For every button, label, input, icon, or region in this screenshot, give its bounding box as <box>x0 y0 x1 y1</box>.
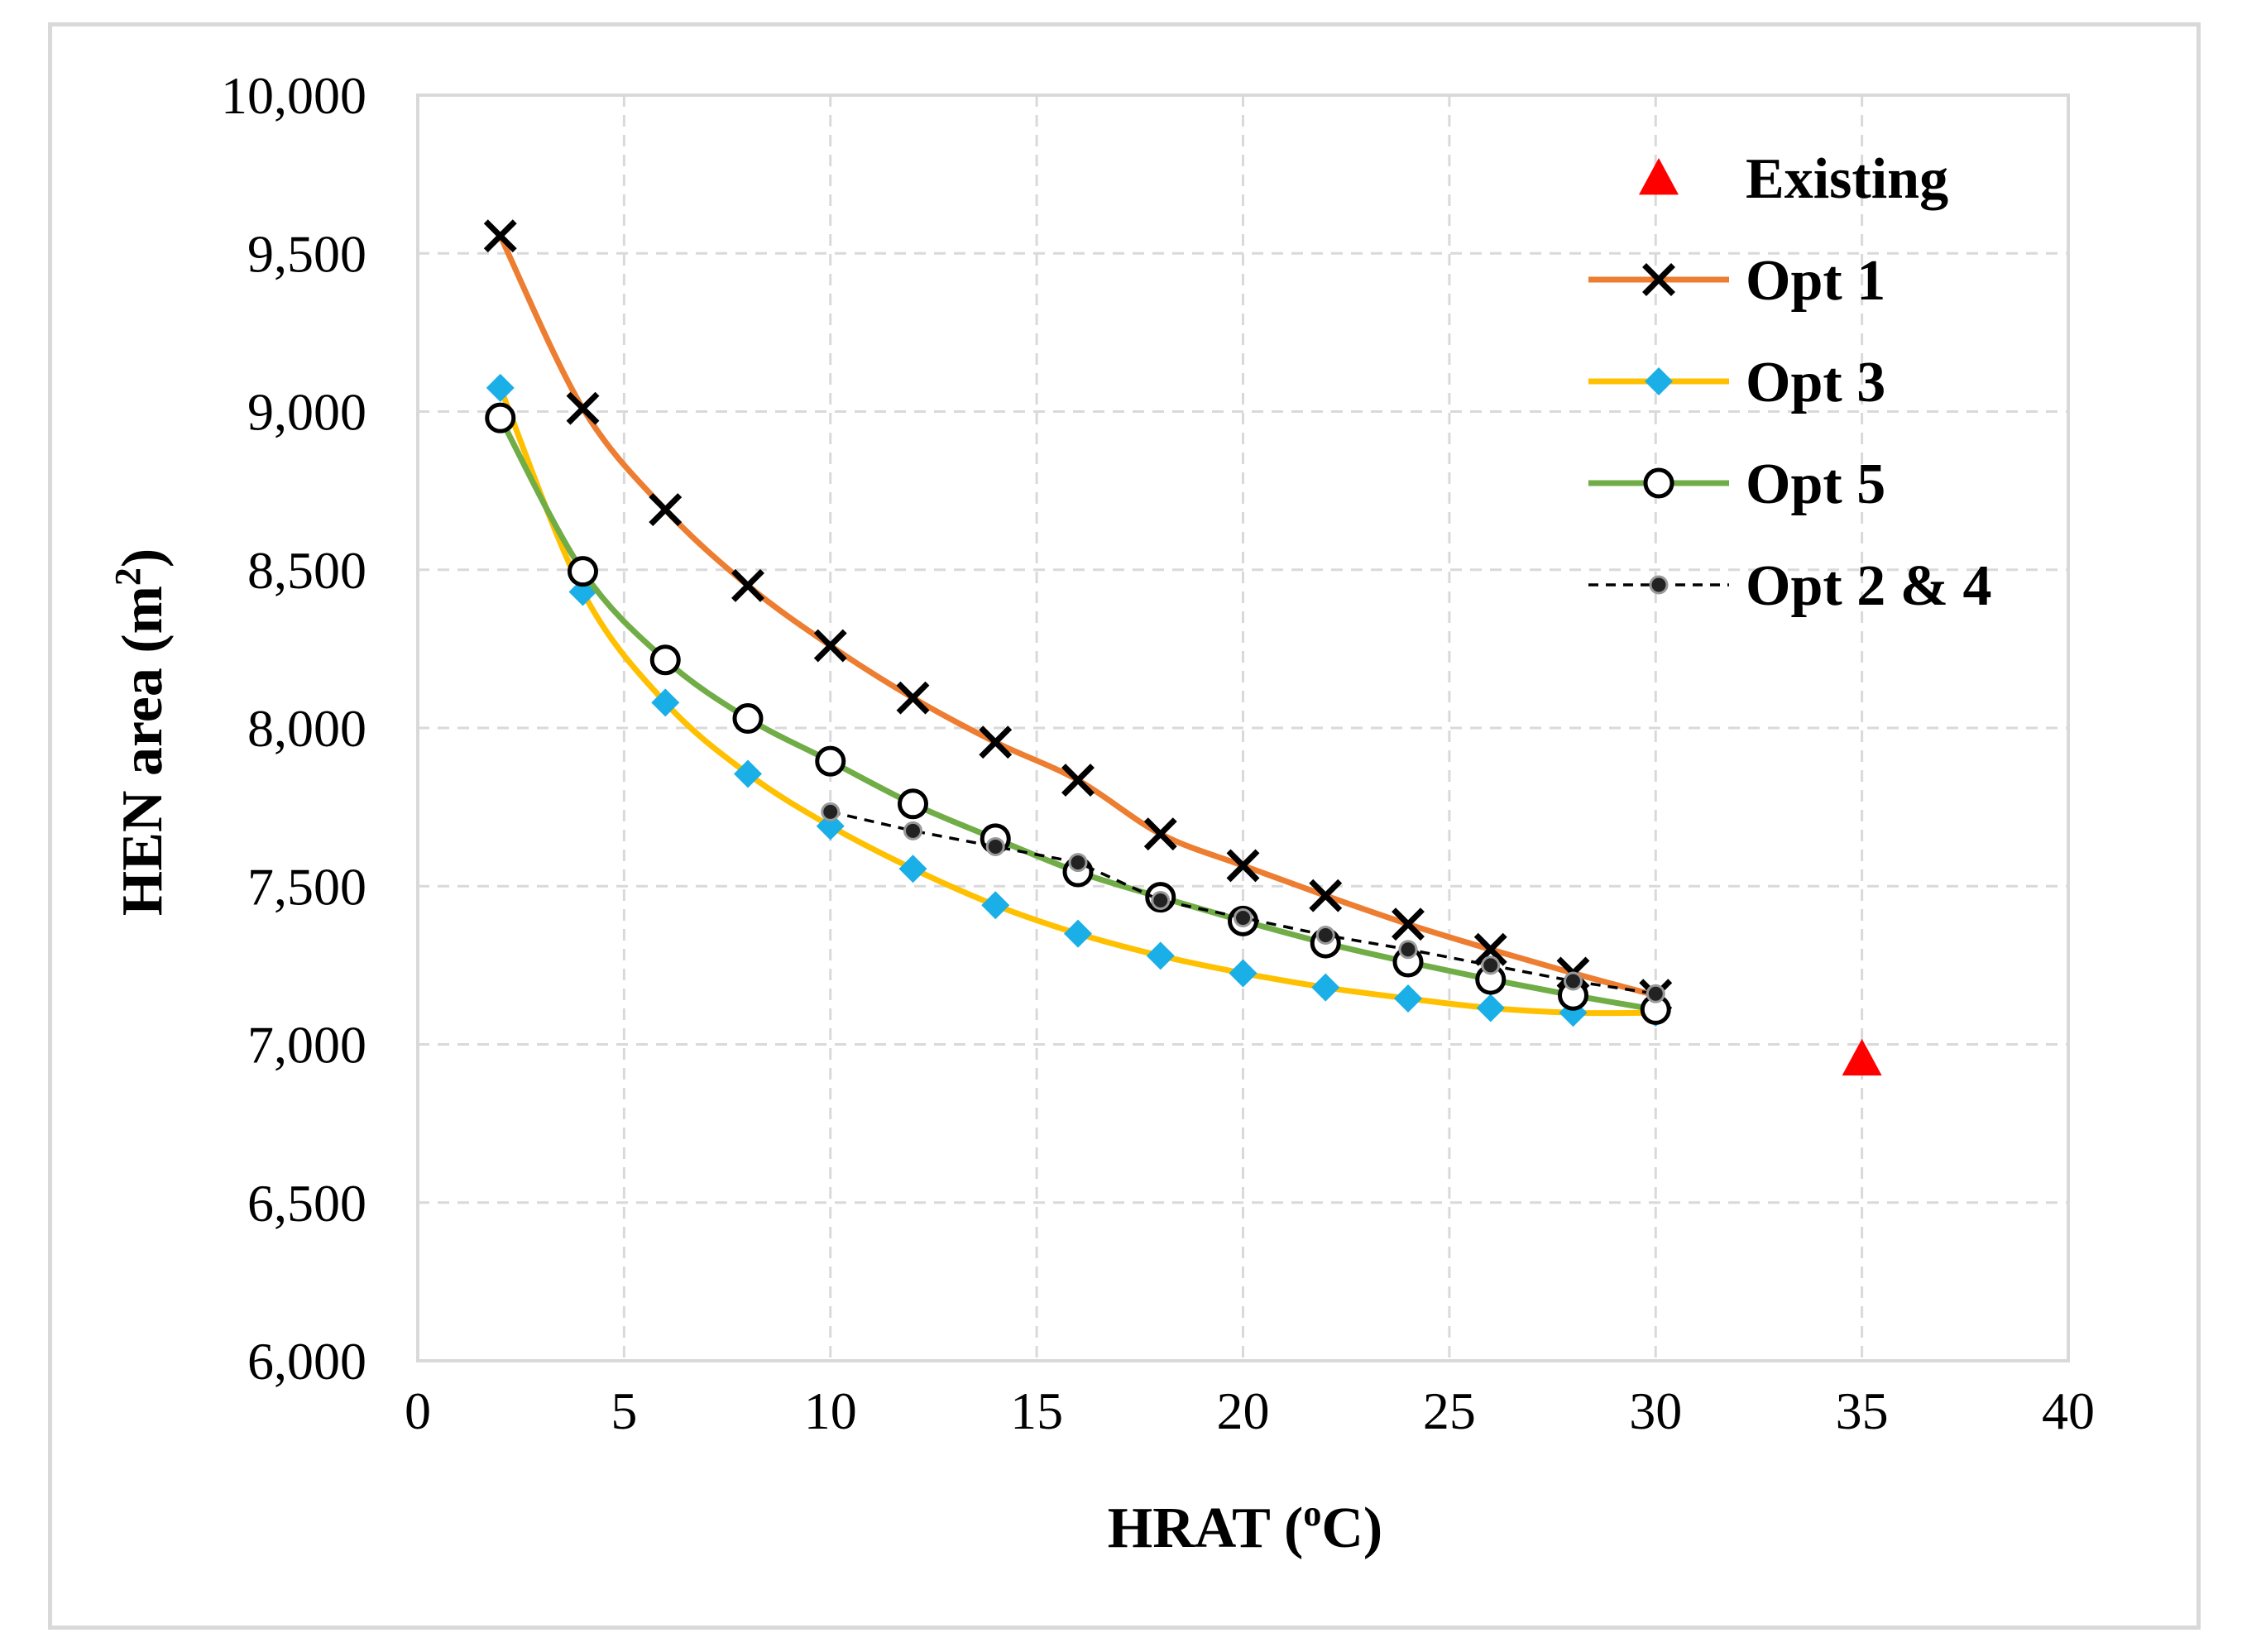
x-tick-label: 0 <box>405 1381 431 1440</box>
data-point-opt-2-4 <box>985 836 1005 856</box>
data-point-opt-2-4 <box>1398 940 1418 960</box>
x-axis-title: HRAT (oC) <box>1108 1493 1382 1560</box>
data-point-opt-5 <box>815 745 846 777</box>
data-point-opt-3 <box>1476 994 1505 1022</box>
legend: Existing Opt 1 Opt 3 Opt 5 Opt 2 & 4 <box>1588 147 1992 618</box>
legend-marker-opt-3 <box>1645 367 1673 395</box>
plot-area-border <box>416 93 2070 1362</box>
data-point-opt-5 <box>898 788 928 820</box>
data-point-opt-3 <box>981 891 1010 920</box>
y-tick-label: 7,500 <box>247 857 366 916</box>
data-point-opt-1 <box>483 219 517 253</box>
y-tick-label: 9,000 <box>247 383 366 442</box>
legend-label-existing: Existing <box>1746 147 1948 211</box>
data-point-opt-2-4 <box>1646 984 1665 1003</box>
y-tick-label: 6,000 <box>247 1332 366 1391</box>
legend-label-opt-1: Opt 1 <box>1746 249 1885 313</box>
data-point-opt-3 <box>1146 941 1175 970</box>
grid <box>418 95 2068 1361</box>
data-point-opt-1 <box>649 493 683 527</box>
series-layer <box>483 219 1882 1076</box>
y-axis-title: HEN area (m2) <box>108 548 175 917</box>
y-tick-label: 9,500 <box>247 224 366 283</box>
data-point-opt-1 <box>1473 932 1507 966</box>
data-point-opt-1 <box>1061 764 1095 797</box>
data-point-opt-3 <box>1394 984 1422 1013</box>
data-point-opt-1 <box>566 391 600 425</box>
data-point-opt-1 <box>1392 907 1425 941</box>
data-point-opt-2-4 <box>1234 908 1253 927</box>
data-point-opt-3 <box>898 855 927 883</box>
legend-label-opt-2-4: Opt 2 & 4 <box>1746 554 1992 618</box>
data-point-opt-1 <box>731 568 764 602</box>
data-point-opt-5 <box>649 644 681 676</box>
y-tick-label: 8,000 <box>247 699 366 758</box>
x-tick-label: 20 <box>1217 1381 1270 1440</box>
data-point-opt-5 <box>568 556 598 587</box>
series-line-opt-3 <box>497 386 1656 1017</box>
data-point-opt-5 <box>485 402 516 433</box>
data-point-opt-5 <box>732 703 764 735</box>
data-point-opt-3 <box>1311 973 1340 1002</box>
data-point-opt-3 <box>1229 959 1258 988</box>
data-point-opt-1 <box>813 629 847 663</box>
data-point-opt-3 <box>816 812 845 840</box>
data-point-opt-2-4 <box>821 802 841 821</box>
legend-item-existing: Existing <box>1639 147 1948 211</box>
data-point-opt-1 <box>896 681 930 715</box>
y-tick-label: 7,000 <box>247 1016 366 1075</box>
legend-marker-opt-1 <box>1642 263 1675 296</box>
data-point-existing <box>1842 1038 1882 1076</box>
series-opt-2-4 <box>821 802 1665 1003</box>
data-point-opt-2-4 <box>1315 926 1335 946</box>
legend-marker-existing <box>1639 158 1679 195</box>
legend-item-opt-1: Opt 1 <box>1588 249 1885 313</box>
series-line-opt-2-4 <box>830 810 1656 996</box>
x-tick-label: 40 <box>2042 1381 2095 1440</box>
data-point-opt-2-4 <box>1151 890 1171 910</box>
data-point-opt-3 <box>651 688 680 717</box>
data-point-opt-2-4 <box>1068 853 1088 873</box>
legend-item-opt-2-4: Opt 2 & 4 <box>1588 554 1992 618</box>
series-opt-3 <box>486 373 1670 1027</box>
series-opt-1 <box>483 219 1673 1013</box>
data-point-opt-3 <box>486 373 515 402</box>
data-point-opt-3 <box>1064 919 1092 948</box>
data-point-opt-2-4 <box>1481 955 1501 975</box>
legend-label-opt-5: Opt 5 <box>1746 453 1885 516</box>
legend-label-opt-3: Opt 3 <box>1746 351 1885 414</box>
legend-marker-opt-2-4 <box>1649 575 1669 595</box>
x-tick-label: 15 <box>1010 1381 1063 1440</box>
legend-item-opt-3: Opt 3 <box>1588 351 1885 414</box>
tick-labels: 0 5 10 15 20 25 30 35 40 6,000 6,500 7,000 7,500 8,00… <box>221 66 2095 1440</box>
x-tick-label: 30 <box>1629 1381 1682 1440</box>
data-point-opt-3 <box>734 759 762 788</box>
series-existing <box>1842 1038 1882 1076</box>
legend-marker-opt-5 <box>1643 467 1674 499</box>
x-tick-label: 5 <box>611 1381 637 1440</box>
legend-item-opt-5: Opt 5 <box>1588 453 1885 516</box>
data-point-opt-1 <box>1226 849 1260 883</box>
y-tick-label: 10,000 <box>221 66 366 125</box>
y-tick-label: 6,500 <box>247 1174 366 1233</box>
data-point-opt-1 <box>1143 817 1177 851</box>
x-tick-label: 35 <box>1836 1381 1889 1440</box>
data-point-opt-2-4 <box>903 821 922 840</box>
x-tick-label: 10 <box>804 1381 857 1440</box>
data-point-opt-1 <box>1309 879 1343 912</box>
data-point-opt-1 <box>979 725 1013 759</box>
data-point-opt-2-4 <box>1564 971 1583 991</box>
x-tick-label: 25 <box>1423 1381 1476 1440</box>
y-tick-label: 8,500 <box>247 541 366 600</box>
